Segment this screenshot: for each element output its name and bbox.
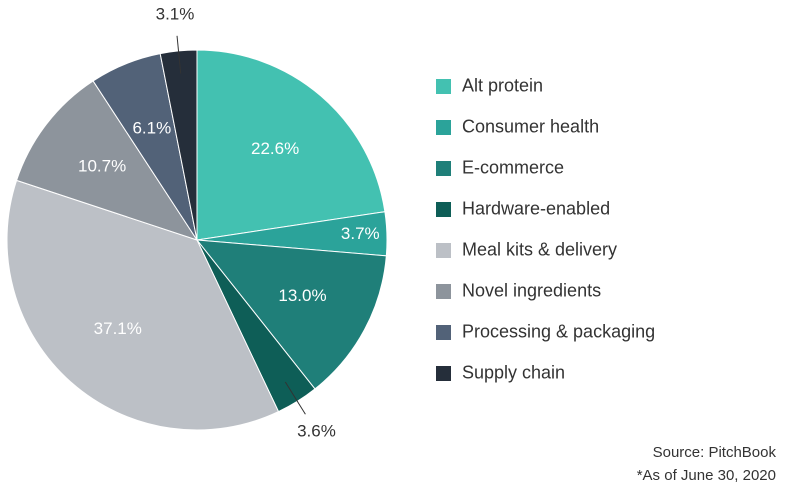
legend: Alt protein Consumer health E-commerce Hard… xyxy=(436,75,655,382)
legend-label-consumer-health: Consumer health xyxy=(462,116,599,136)
pie-slice-meal-kits-and-delivery xyxy=(6,179,280,431)
date-note: *As of June 30, 2020 xyxy=(637,467,776,484)
legend-label-hardware-enabled: Hardware-enabled xyxy=(462,198,610,218)
legend-label-meal-kits-and-delivery: Meal kits & delivery xyxy=(462,239,617,259)
legend-label-alt-protein: Alt protein xyxy=(462,75,543,95)
pie-slices xyxy=(6,49,388,431)
source-note: Source: PitchBook xyxy=(653,444,777,461)
slice-label-meal-kits-and-delivery: 37.1% xyxy=(94,319,142,338)
slice-label-consumer-health: 3.7% xyxy=(341,224,380,243)
pie-slice-e-commerce xyxy=(195,239,387,390)
legend-swatch-hardware-enabled xyxy=(436,202,451,217)
legend-label-e-commerce: E-commerce xyxy=(462,157,564,177)
slice-label-processing-and-packaging: 6.1% xyxy=(132,119,171,138)
legend-swatch-processing-and-packaging xyxy=(436,325,451,340)
pie-slice-novel-ingredients xyxy=(15,80,199,241)
legend-swatch-meal-kits-and-delivery xyxy=(436,243,451,258)
legend-swatch-consumer-health xyxy=(436,120,451,135)
leader-line-supply-chain xyxy=(176,35,182,74)
slice-label-hardware-enabled: 3.6% xyxy=(297,421,336,440)
legend-label-processing-and-packaging: Processing & packaging xyxy=(462,321,655,341)
legend-swatch-supply-chain xyxy=(436,366,451,381)
leader-line-hardware-enabled xyxy=(284,381,306,415)
slice-label-e-commerce: 13.0% xyxy=(278,286,326,305)
legend-label-supply-chain: Supply chain xyxy=(462,362,565,382)
legend-label-novel-ingredients: Novel ingredients xyxy=(462,280,601,300)
pie-slice-labels: 22.6% 3.7% 13.0% 3.6% 37.1% 10.7% 6.1% 3.1% xyxy=(78,4,380,440)
legend-swatch-e-commerce xyxy=(436,161,451,176)
legend-swatch-alt-protein xyxy=(436,79,451,94)
slice-label-supply-chain: 3.1% xyxy=(156,4,195,23)
legend-swatch-novel-ingredients xyxy=(436,284,451,299)
slice-label-novel-ingredients: 10.7% xyxy=(78,157,126,176)
pie-slice-alt-protein xyxy=(196,49,386,241)
slice-label-alt-protein: 22.6% xyxy=(251,139,299,158)
